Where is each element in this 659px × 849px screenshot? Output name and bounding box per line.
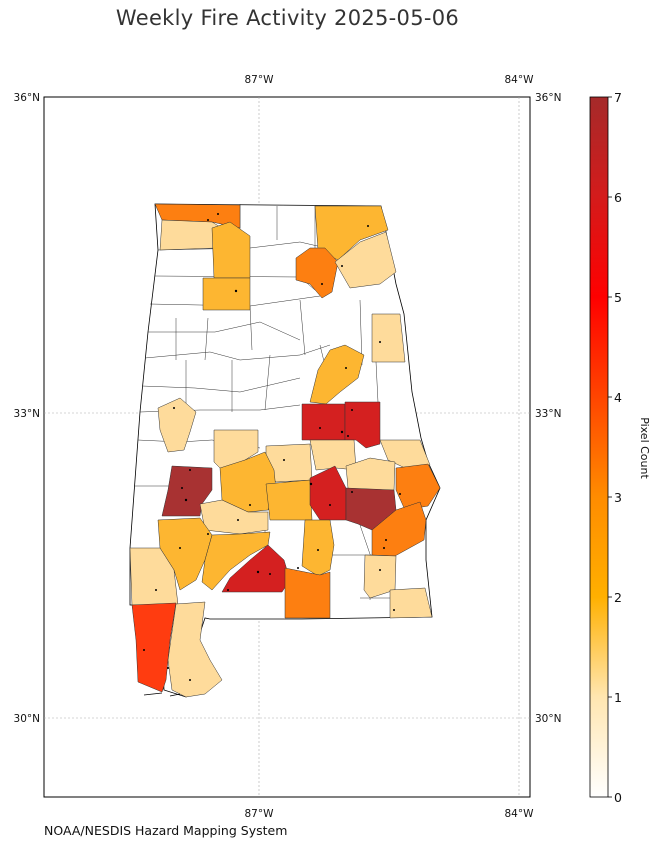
county-henry	[363, 554, 397, 599]
lon-label-84-top: 84°W	[505, 74, 535, 86]
lat-label-33-left: 33°N	[14, 408, 40, 420]
lat-label-33-right: 33°N	[535, 408, 561, 420]
lon-label-87-bottom: 87°W	[245, 808, 275, 820]
lat-label-30-right: 30°N	[535, 713, 561, 725]
colorbar-tick-4: 4	[614, 390, 622, 405]
colorbar-tick-3: 3	[614, 490, 622, 505]
colorbar-tick-7: 7	[614, 90, 622, 105]
county-butler-crenshaw	[221, 544, 291, 593]
county-wilcox	[201, 531, 271, 591]
county-marengo	[199, 499, 269, 535]
colorbar-tick-1: 1	[614, 690, 622, 705]
county-coosa	[309, 439, 357, 471]
county-fills	[129, 203, 441, 698]
fire-detections	[143, 213, 401, 681]
county-chilton	[265, 479, 313, 521]
lat-label-30-left: 30°N	[14, 713, 40, 725]
county-calhoun	[309, 344, 365, 405]
colorbar-tick-marks	[608, 96, 612, 798]
colorbar	[589, 96, 609, 798]
county-washington	[129, 547, 179, 606]
colorbar-tick-5: 5	[614, 290, 622, 305]
lat-label-36-right: 36°N	[535, 92, 561, 104]
county-baldwin	[167, 601, 223, 698]
county-cherokee	[371, 313, 406, 363]
coastline-islands	[143, 692, 181, 697]
county-pickens	[157, 397, 197, 453]
county-houston	[389, 587, 433, 619]
lat-label-36-left: 36°N	[14, 92, 40, 104]
county-talladega	[301, 403, 346, 441]
colorbar-tick-2: 2	[614, 590, 622, 605]
county-mobile	[131, 602, 177, 693]
county-montgomery	[301, 519, 335, 577]
county-lawrence	[211, 221, 251, 279]
county-chambers	[395, 463, 441, 511]
lon-label-87-top: 87°W	[245, 74, 275, 86]
colorbar-label: Pixel Count	[638, 417, 651, 479]
data-credit: NOAA/NESDIS Hazard Mapping System	[44, 823, 288, 838]
lon-label-84-bottom: 84°W	[505, 808, 535, 820]
colorbar-tick-0: 0	[614, 790, 622, 805]
map-title: Weekly Fire Activity 2025-05-06	[115, 6, 460, 30]
colorbar-tick-6: 6	[614, 190, 622, 205]
county-winston	[202, 277, 251, 311]
county-marshall	[295, 247, 339, 299]
county-covington	[284, 567, 331, 619]
county-dekalb	[334, 231, 397, 289]
